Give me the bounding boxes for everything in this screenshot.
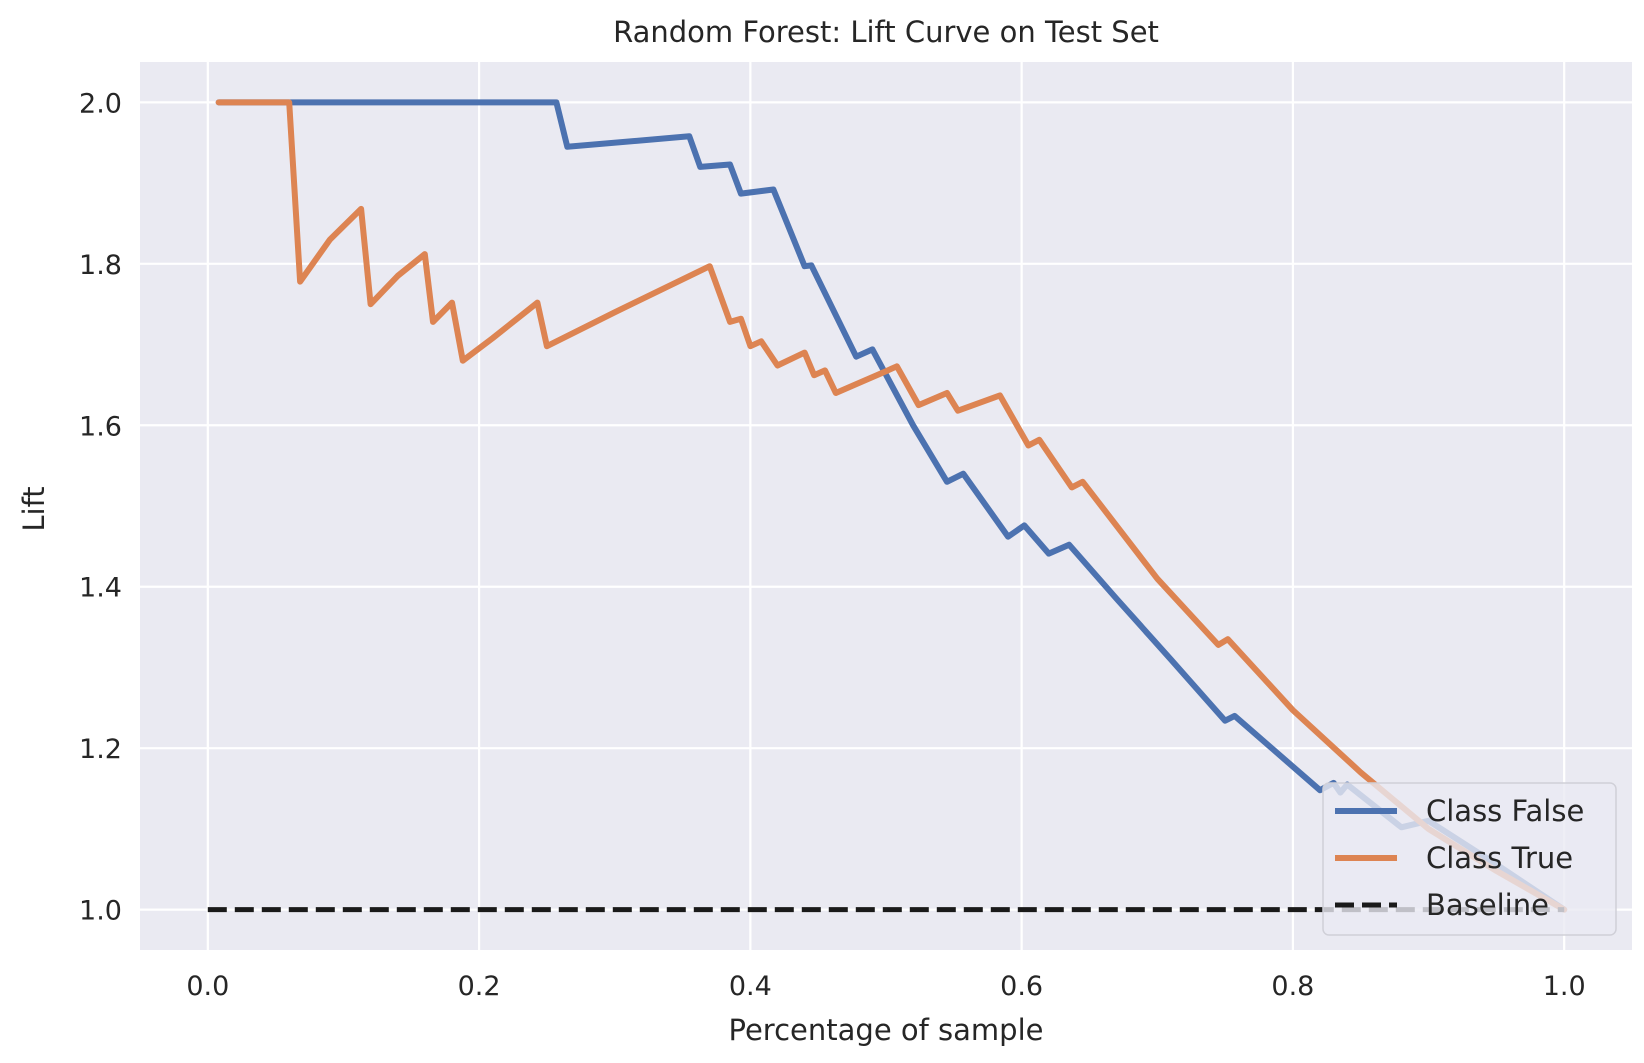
x-axis-title: Percentage of sample: [729, 1013, 1044, 1047]
x-tick-label: 0.8: [1271, 971, 1314, 1002]
x-tick-label: 0.0: [186, 971, 229, 1002]
legend-label: Class False: [1426, 794, 1584, 828]
legend: Class False Class True Baseline: [1322, 782, 1617, 936]
x-tick-label: 0.6: [1000, 971, 1043, 1002]
chart-title: Random Forest: Lift Curve on Test Set: [613, 15, 1159, 49]
y-tick-label: 2.0: [79, 88, 122, 119]
y-tick-label: 1.2: [79, 734, 122, 765]
series-line-class-true: [215, 99, 1568, 913]
y-axis-ticks: 1.0 1.2 1.4 1.6 1.8 2.0: [79, 88, 122, 926]
x-axis-ticks: 0.0 0.2 0.4 0.6 0.8 1.0: [186, 971, 1585, 1002]
x-tick-label: 0.4: [729, 971, 772, 1002]
legend-label: Baseline: [1426, 888, 1549, 922]
x-tick-label: 0.2: [458, 971, 501, 1002]
x-tick-label: 1.0: [1543, 971, 1586, 1002]
y-tick-label: 1.6: [79, 411, 122, 442]
y-axis-title: Lift: [17, 486, 51, 531]
y-tick-label: 1.4: [79, 573, 122, 604]
y-tick-label: 1.0: [79, 896, 122, 927]
legend-label: Class True: [1426, 841, 1573, 875]
y-tick-label: 1.8: [79, 250, 122, 281]
legend-box: [1322, 782, 1617, 936]
